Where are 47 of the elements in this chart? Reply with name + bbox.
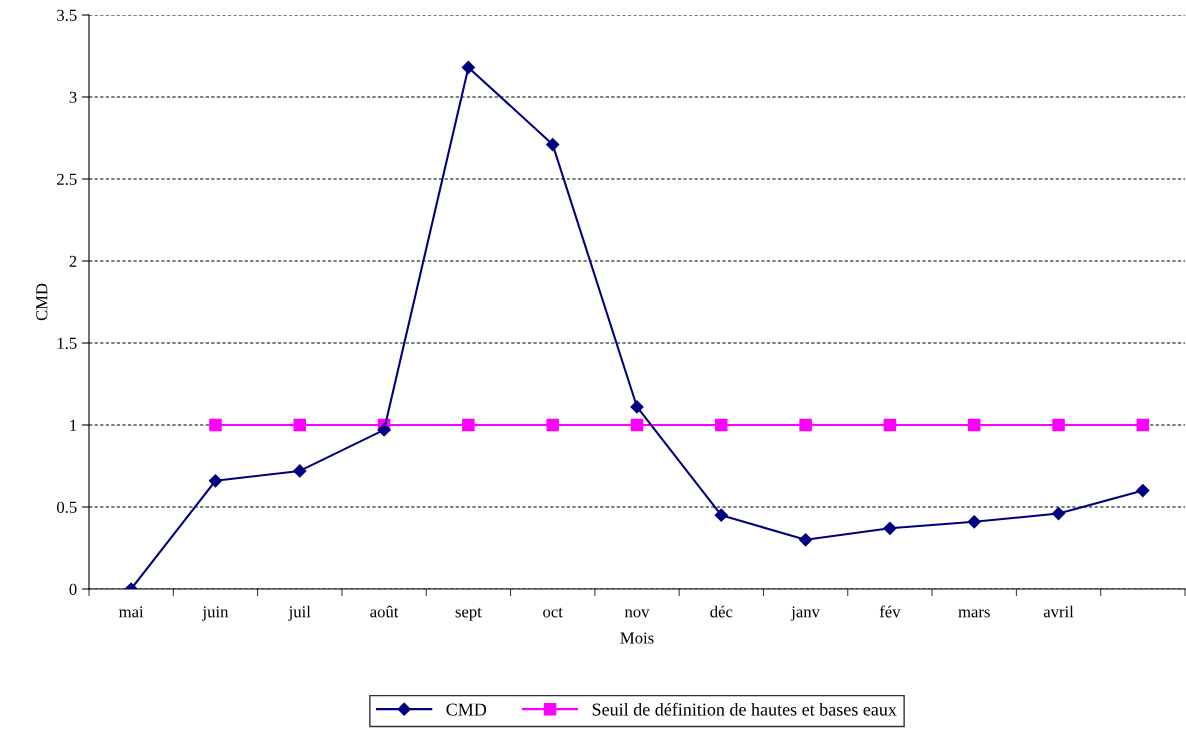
point	[1136, 418, 1150, 432]
y-tick-label: 1.5	[57, 337, 77, 350]
point	[546, 418, 559, 432]
y-tick-label: 2.5	[57, 173, 77, 186]
point	[715, 418, 728, 432]
y-tick-label: 0.5	[57, 501, 77, 514]
point	[799, 418, 812, 432]
x-tick-label: mai	[119, 606, 144, 618]
x-tick-label: juin	[202, 606, 229, 621]
point	[883, 418, 897, 432]
point	[461, 60, 475, 75]
point	[1052, 418, 1065, 432]
x-tick-label: nov	[624, 609, 650, 618]
point	[1136, 484, 1150, 498]
y-tick-label: 1	[70, 419, 77, 431]
legend-label: Seuil de définition de hautes et bases eaux	[592, 702, 897, 716]
y-tick-label: 2	[69, 255, 77, 267]
point	[630, 400, 644, 414]
x-tick-label: janv	[790, 606, 820, 621]
x-tick-label: oct	[543, 607, 563, 618]
point	[883, 521, 897, 535]
y-tick-label: 0	[69, 583, 77, 595]
point	[967, 418, 981, 432]
y-tick-label: 3.5	[57, 9, 77, 22]
x-tick-label: juil	[288, 605, 311, 621]
point	[293, 418, 307, 432]
x-tick-label: mars	[958, 609, 990, 618]
x-tick-label: avril	[1043, 605, 1074, 618]
point	[462, 418, 475, 432]
y-tick-label: 3	[69, 91, 77, 103]
point	[546, 137, 560, 152]
point	[208, 474, 223, 488]
x-tick-label: fév	[879, 605, 901, 618]
point	[714, 508, 728, 522]
point	[967, 515, 981, 529]
x-tick-label: sept	[455, 607, 482, 621]
point	[293, 464, 307, 478]
legend-label: CMD	[446, 703, 487, 716]
point	[630, 418, 644, 432]
x-tick-label: août	[370, 605, 399, 618]
y-axis-title: CMD	[36, 283, 48, 321]
x-axis-title: Mois	[620, 632, 654, 644]
point	[799, 533, 813, 547]
x-tick-label: déc	[710, 605, 733, 618]
point	[377, 423, 391, 437]
point	[1051, 506, 1066, 521]
point	[209, 418, 222, 432]
